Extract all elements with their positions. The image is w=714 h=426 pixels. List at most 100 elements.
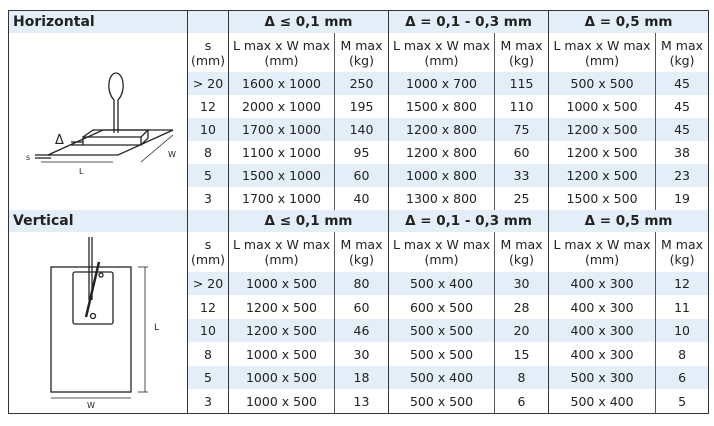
dimension-value: 1200 x 500 <box>228 295 335 319</box>
mass-value: 5 <box>655 389 709 414</box>
s-value: 3 <box>187 389 229 414</box>
mass-value: 80 <box>333 271 389 296</box>
table-row: 8 1100 x 1000 95 1200 x 800 60 1200 x 500 38 <box>9 141 709 164</box>
delta-header: Δ = 0,5 mm <box>548 210 709 232</box>
s-value: 5 <box>187 164 229 187</box>
l-label: L <box>79 167 84 176</box>
table-row: 8 1000 x 500 30 500 x 500 15 400 x 300 8 <box>9 342 709 366</box>
dimension-value: 500 x 500 <box>388 389 495 414</box>
mass-column-header: M max (kg) <box>494 33 549 72</box>
dimension-value: 1200 x 500 <box>548 118 656 141</box>
dimension-column-header: L max x W max (mm) <box>228 33 335 72</box>
dimension-column-header: L max x W max (mm) <box>388 33 495 72</box>
mass-value: 20 <box>494 318 549 343</box>
mass-value: 60 <box>494 141 549 164</box>
dimension-value: 400 x 300 <box>548 271 656 296</box>
dimension-value: 1200 x 500 <box>548 141 656 164</box>
w-label: W <box>168 150 176 159</box>
delta-label: Δ <box>55 133 64 148</box>
dimension-value: 400 x 300 <box>548 342 656 366</box>
mass-value: 8 <box>494 365 549 390</box>
table-row: 12 1200 x 500 60 600 x 500 28 400 x 300 11 <box>9 295 709 319</box>
dimension-value: 500 x 400 <box>388 365 495 390</box>
s-value: 10 <box>187 318 229 343</box>
mass-value: 23 <box>655 164 709 187</box>
s-value: 10 <box>187 118 229 141</box>
section-title: Horizontal <box>8 10 188 33</box>
mass-value: 8 <box>655 342 709 366</box>
dimension-value: 1000 x 500 <box>548 95 656 118</box>
mass-value: 10 <box>655 318 709 343</box>
dimension-column-header: L max x W max (mm) <box>228 232 335 272</box>
table-row: 5 1000 x 500 18 500 x 400 8 500 x 300 6 <box>9 365 709 390</box>
diagram-cell: Δ s L W <box>8 33 188 210</box>
blank-header-cell <box>187 210 229 232</box>
s-value: > 20 <box>187 72 229 95</box>
delta-header: Δ = 0,5 mm <box>548 10 709 33</box>
w-label: W <box>87 401 95 410</box>
dimension-value: 1600 x 1000 <box>228 72 335 95</box>
dimension-value: 1500 x 1000 <box>228 164 335 187</box>
mass-value: 46 <box>333 318 389 343</box>
load-table: Horizontal Δ ≤ 0,1 mm Δ = 0,1 - 0,3 mm Δ =… <box>8 10 710 414</box>
mass-column-header: M max (kg) <box>333 232 389 272</box>
dimension-value: 1000 x 500 <box>228 342 335 366</box>
mass-value: 6 <box>494 389 549 414</box>
mass-value: 40 <box>333 187 389 210</box>
table-row: 10 1200 x 500 46 500 x 500 20 400 x 300 10 <box>9 318 709 343</box>
diagram-cell: L W <box>8 232 188 414</box>
vertical-diagram: L W <box>50 237 159 410</box>
table-row: 10 1700 x 1000 140 1200 x 800 75 1200 x 500 45 <box>9 118 709 141</box>
dimension-column-header: L max x W max (mm) <box>548 33 656 72</box>
mass-value: 30 <box>333 342 389 366</box>
mass-column-header: M max (kg) <box>333 33 389 72</box>
mass-value: 60 <box>333 164 389 187</box>
mass-value: 45 <box>655 72 709 95</box>
table-row: 12 2000 x 1000 195 1500 x 800 110 1000 x 500 4… <box>9 95 709 118</box>
dimension-value: 1200 x 800 <box>388 118 495 141</box>
table-row: 3 1000 x 500 13 500 x 500 6 500 x 400 5 <box>9 389 709 414</box>
mass-column-header: M max (kg) <box>655 232 709 272</box>
dimension-value: 400 x 300 <box>548 318 656 343</box>
mass-column-header: M max (kg) <box>655 33 709 72</box>
s-value: 12 <box>187 295 229 319</box>
mass-value: 13 <box>333 389 389 414</box>
s-column-header: s (mm) <box>187 232 229 272</box>
mass-value: 15 <box>494 342 549 366</box>
mass-value: 195 <box>333 95 389 118</box>
delta-header: Δ = 0,1 - 0,3 mm <box>388 10 549 33</box>
s-value: 5 <box>187 365 229 390</box>
mass-value: 30 <box>494 271 549 296</box>
section-title: Vertical <box>8 210 188 232</box>
dimension-value: 1000 x 700 <box>388 72 495 95</box>
dimension-value: 1300 x 800 <box>388 187 495 210</box>
l-label: L <box>154 323 159 333</box>
delta-header: Δ ≤ 0,1 mm <box>227 10 389 33</box>
table-row: 5 1500 x 1000 60 1000 x 800 33 1200 x 500 23 <box>9 164 709 187</box>
mass-value: 6 <box>655 365 709 390</box>
dimension-column-header: L max x W max (mm) <box>548 232 656 272</box>
mass-value: 28 <box>494 295 549 319</box>
dimension-value: 500 x 400 <box>388 271 495 296</box>
s-column-header: s (mm) <box>187 33 229 72</box>
s-value: 3 <box>187 187 229 210</box>
column-header-row: Δ s L W s (mm) L max x W max (mm) M max (kg)… <box>8 33 709 210</box>
dimension-value: 500 x 500 <box>388 318 495 343</box>
dimension-value: 2000 x 1000 <box>228 95 335 118</box>
mass-value: 33 <box>494 164 549 187</box>
dimension-value: 1500 x 500 <box>548 187 656 210</box>
section-header-row: Horizontal Δ ≤ 0,1 mm Δ = 0,1 - 0,3 mm Δ =… <box>8 10 709 33</box>
dimension-value: 1000 x 500 <box>228 365 335 390</box>
dimension-column-header: L max x W max (mm) <box>388 232 495 272</box>
mass-value: 12 <box>655 271 709 296</box>
dimension-value: 500 x 300 <box>548 365 656 390</box>
dimension-value: 1500 x 800 <box>388 95 495 118</box>
s-value: 12 <box>187 95 229 118</box>
mass-value: 115 <box>494 72 549 95</box>
mass-value: 18 <box>333 365 389 390</box>
mass-value: 140 <box>333 118 389 141</box>
delta-header: Δ ≤ 0,1 mm <box>227 210 389 232</box>
dimension-value: 1100 x 1000 <box>228 141 335 164</box>
s-value: 8 <box>187 342 229 366</box>
dimension-value: 1200 x 500 <box>228 318 335 343</box>
